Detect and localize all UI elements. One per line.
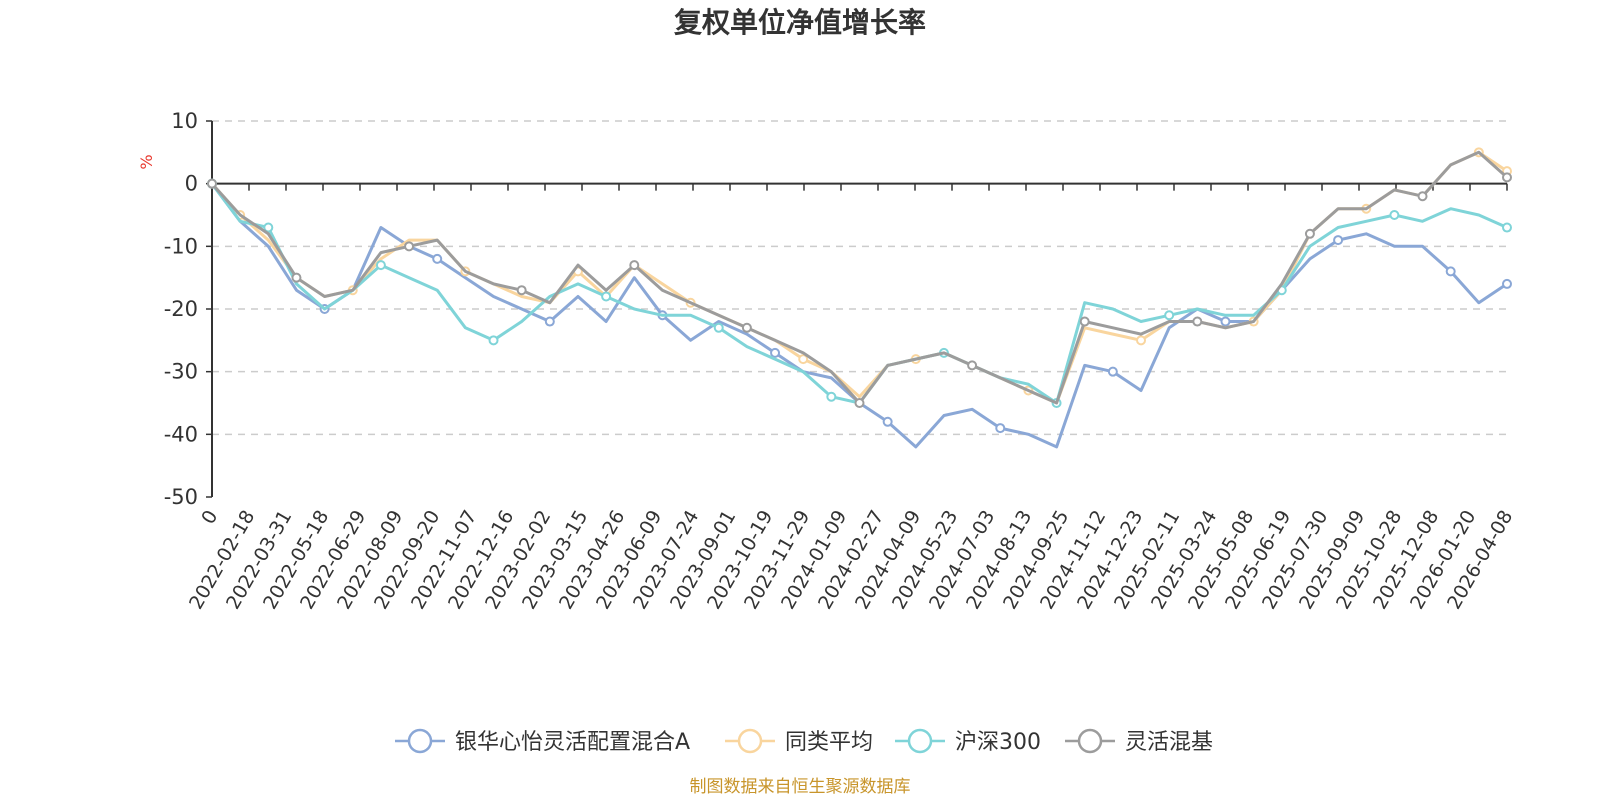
legend-item[interactable]: 灵活混基	[1065, 728, 1213, 755]
data-point[interactable]	[1333, 235, 1344, 246]
legend-marker-icon	[1077, 728, 1103, 754]
legend-label: 沪深300	[955, 730, 1041, 755]
series-group	[207, 178, 1512, 408]
data-point[interactable]	[207, 178, 217, 189]
data-point[interactable]	[826, 391, 837, 402]
data-point[interactable]	[713, 322, 724, 333]
series-line[interactable]	[210, 150, 1508, 405]
data-point[interactable]	[544, 316, 555, 327]
source-note: 制图数据来自恒生聚源数据库	[690, 777, 911, 797]
data-point[interactable]	[1417, 191, 1428, 202]
data-point[interactable]	[601, 291, 612, 302]
data-point[interactable]	[488, 335, 499, 346]
data-point[interactable]	[1164, 310, 1175, 321]
data-point[interactable]	[404, 241, 415, 252]
y-axis-unit: %	[137, 154, 156, 169]
data-point[interactable]	[1389, 210, 1400, 220]
legend-item[interactable]: 沪深300	[895, 728, 1041, 755]
data-point[interactable]	[291, 272, 302, 283]
data-point[interactable]	[798, 354, 809, 365]
legend-label: 同类平均	[785, 730, 873, 755]
series-layer	[207, 147, 1512, 449]
y-tick-label: -40	[164, 422, 198, 446]
y-tick-label: -30	[164, 360, 198, 384]
x-tick-label: 0	[197, 507, 222, 528]
chart-title: 复权单位净值增长率	[674, 6, 926, 39]
legend-marker-icon	[907, 728, 933, 754]
series-group	[207, 150, 1512, 408]
data-point[interactable]	[967, 360, 978, 371]
series-line[interactable]	[210, 182, 1508, 405]
data-point[interactable]	[432, 253, 443, 264]
legend-item[interactable]: 银华心怡灵活配置混合A	[395, 728, 690, 755]
legend-label: 灵活混基	[1125, 730, 1213, 755]
data-point[interactable]	[1079, 316, 1090, 327]
data-point[interactable]	[995, 423, 1006, 434]
data-point[interactable]	[1304, 228, 1315, 239]
data-point[interactable]	[741, 322, 752, 333]
y-tick-label: -20	[164, 297, 198, 321]
legend-marker-icon	[737, 728, 763, 754]
legend-item[interactable]: 同类平均	[725, 728, 873, 755]
y-tick-label: 0	[185, 172, 198, 196]
data-point[interactable]	[882, 416, 893, 427]
data-point[interactable]	[263, 222, 274, 233]
data-point[interactable]	[629, 260, 640, 271]
data-point[interactable]	[1445, 266, 1456, 277]
data-point[interactable]	[770, 347, 781, 358]
data-point[interactable]	[1136, 335, 1147, 346]
data-point[interactable]	[1192, 316, 1203, 327]
grid-lines	[212, 120, 1507, 436]
data-point[interactable]	[854, 398, 865, 408]
data-point[interactable]	[375, 260, 386, 271]
data-point[interactable]	[1220, 316, 1231, 327]
data-point[interactable]	[1107, 366, 1118, 377]
legend-marker-icon	[407, 728, 433, 754]
legend[interactable]: 银华心怡灵活配置混合A 同类平均 沪深300 灵活混基	[395, 728, 1213, 755]
data-point[interactable]	[1502, 172, 1512, 183]
data-point[interactable]	[516, 285, 527, 296]
axes: 100-10-20-30-40-5002022-02-182022-03-312…	[164, 109, 1518, 613]
data-point[interactable]	[1502, 278, 1512, 289]
y-tick-label: 10	[171, 109, 198, 133]
legend-label: 银华心怡灵活配置混合A	[455, 730, 690, 755]
data-point[interactable]	[1502, 222, 1512, 233]
y-tick-label: -10	[164, 234, 198, 258]
y-tick-label: -50	[164, 485, 198, 509]
